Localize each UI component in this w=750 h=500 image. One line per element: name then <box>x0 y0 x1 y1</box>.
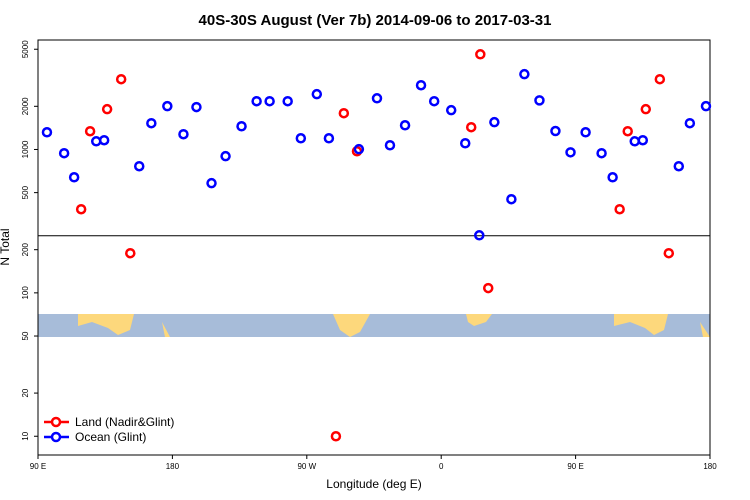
point <box>596 147 607 159</box>
point <box>550 125 561 137</box>
y-tick-label: 5000 <box>21 40 30 58</box>
y-tick-label: 1000 <box>21 140 30 158</box>
point <box>482 282 494 294</box>
point <box>700 100 712 112</box>
point <box>519 68 530 80</box>
y-tick-label: 2000 <box>21 97 30 115</box>
point <box>282 95 293 107</box>
y-axis-label: N Total <box>0 228 12 265</box>
x-tick-label: 0 <box>439 462 444 471</box>
point <box>654 73 666 85</box>
point <box>445 104 457 116</box>
point <box>465 121 477 133</box>
point <box>353 143 365 155</box>
point <box>162 100 173 112</box>
point <box>125 247 136 259</box>
point <box>236 120 247 132</box>
point <box>146 117 157 129</box>
legend-marker <box>50 416 62 428</box>
point <box>68 172 80 183</box>
point <box>684 117 696 129</box>
point <box>663 247 675 259</box>
point <box>637 134 649 146</box>
point <box>475 49 486 60</box>
map-band <box>38 314 710 337</box>
point <box>295 133 307 144</box>
y-tick-label: 20 <box>21 388 30 397</box>
y-tick-label: 100 <box>21 286 30 300</box>
point <box>251 95 262 107</box>
point <box>622 125 633 137</box>
point <box>338 107 350 119</box>
x-axis-label: Longitude (deg E) <box>326 477 421 491</box>
point <box>371 93 383 104</box>
point <box>459 138 471 149</box>
x-tick-label: 90 E <box>30 462 46 471</box>
point <box>98 134 110 146</box>
point <box>178 128 189 140</box>
point <box>474 230 485 241</box>
point <box>534 95 545 106</box>
point <box>607 172 618 183</box>
point <box>41 127 53 138</box>
point <box>311 88 323 100</box>
x-tick-label: 90 E <box>567 462 583 471</box>
legend-label: Ocean (Glint) <box>75 430 146 444</box>
chart-title: 40S-30S August (Ver 7b) 2014-09-06 to 20… <box>199 12 552 29</box>
point <box>580 127 591 138</box>
point <box>415 79 427 91</box>
point <box>323 133 335 144</box>
point <box>384 140 396 151</box>
legend-label: Land (Nadir&Glint) <box>75 415 174 429</box>
point <box>506 193 517 205</box>
point <box>330 430 342 442</box>
x-tick-label: 90 W <box>297 462 316 471</box>
y-tick-label: 500 <box>21 185 30 199</box>
y-tick-label: 10 <box>21 431 30 440</box>
point <box>399 120 411 131</box>
point <box>673 160 685 172</box>
point <box>58 147 70 159</box>
x-tick-label: 180 <box>703 462 717 471</box>
point <box>264 95 275 107</box>
point <box>133 160 145 172</box>
point <box>220 150 231 162</box>
point <box>614 203 625 215</box>
plot-frame <box>37 39 711 456</box>
point <box>629 136 640 147</box>
legend-marker <box>50 431 62 443</box>
point <box>428 95 440 107</box>
point <box>101 103 113 115</box>
point <box>75 203 87 215</box>
point <box>206 177 217 189</box>
y-tick-label: 200 <box>21 242 30 256</box>
point <box>84 125 96 137</box>
point <box>115 73 127 85</box>
point <box>191 101 202 113</box>
point <box>489 116 500 128</box>
y-tick-label: 50 <box>21 331 30 340</box>
x-tick-label: 180 <box>166 462 180 471</box>
point <box>565 147 576 158</box>
point <box>640 103 652 115</box>
